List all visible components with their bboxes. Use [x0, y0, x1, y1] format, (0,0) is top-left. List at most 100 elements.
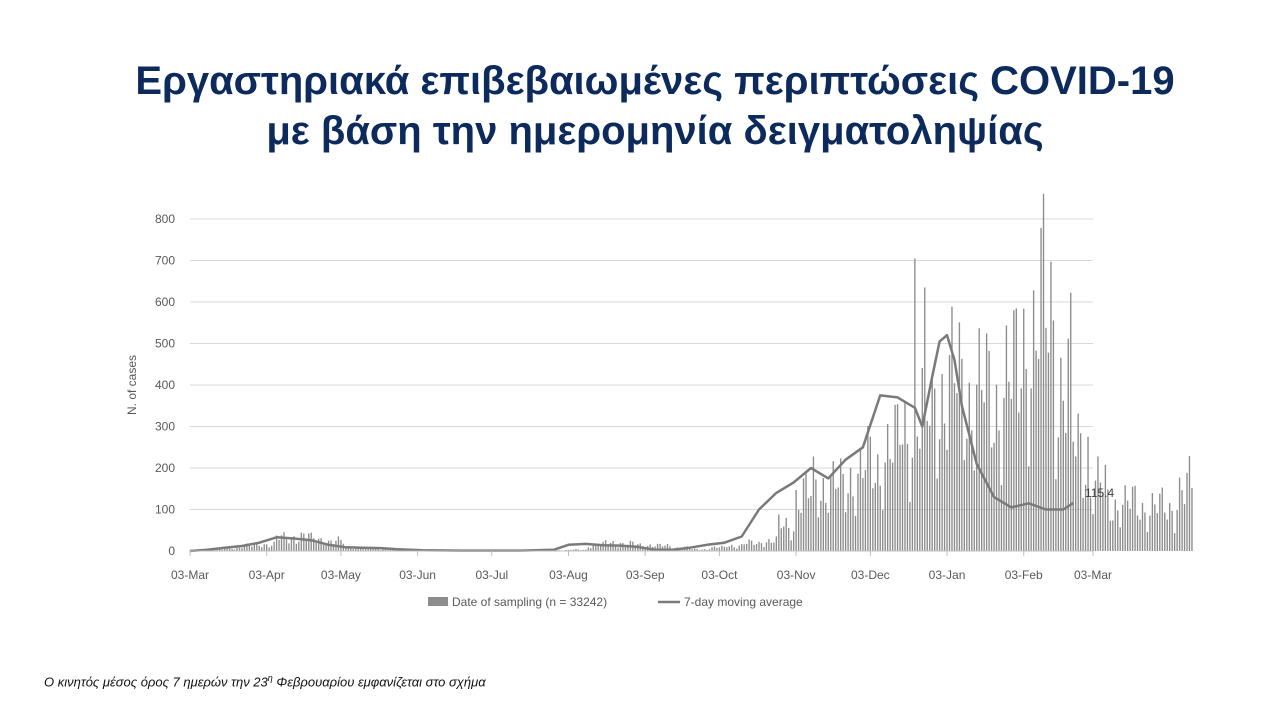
x-tick-label: 03-Nov: [777, 568, 816, 582]
bar: [1171, 510, 1173, 551]
bar: [852, 496, 854, 551]
bar: [1005, 325, 1008, 551]
bar: [872, 488, 874, 551]
bar: [750, 540, 753, 551]
bar: [1057, 437, 1060, 551]
bar: [778, 514, 780, 551]
bar: [896, 404, 899, 551]
bar: [961, 358, 963, 551]
footnote-text-end: Φεβρουαρίου εμφανίζεται στο σχήμα: [272, 674, 486, 690]
bar: [827, 512, 829, 551]
bar: [624, 545, 627, 551]
bar: [985, 333, 988, 551]
bar: [1045, 327, 1047, 551]
bar: [308, 533, 310, 551]
bar: [741, 544, 743, 551]
bar: [1139, 519, 1141, 551]
x-tick-label: 03-Apr: [249, 568, 285, 582]
bar: [731, 544, 733, 551]
title-line-1: Εργαστηριακά επιβεβαιωμένες περιπτώσεις …: [135, 59, 1175, 103]
bar: [221, 549, 223, 551]
x-tick-label: 03-Jul: [475, 568, 508, 582]
bar: [617, 547, 619, 551]
bar: [849, 467, 852, 551]
bar: [1025, 368, 1027, 551]
x-tick-label: 03-Jun: [399, 568, 436, 582]
bar-series: [189, 193, 1193, 551]
bar: [1032, 290, 1035, 551]
bar: [936, 478, 938, 551]
bar: [246, 543, 248, 551]
bar: [313, 538, 315, 551]
bar: [973, 470, 975, 551]
bar: [325, 544, 327, 551]
bar: [1159, 493, 1161, 551]
bar: [802, 478, 805, 551]
bar: [607, 544, 609, 551]
bar: [372, 548, 374, 551]
y-tick-labels: 0 100 200 300 400 500 600 700 800: [155, 212, 175, 558]
bar: [1008, 381, 1010, 551]
bar: [1154, 504, 1156, 551]
bar: [1042, 193, 1045, 551]
bar: [293, 536, 295, 551]
bar: [1136, 515, 1139, 551]
bar: [285, 539, 288, 551]
bar: [1169, 503, 1171, 551]
bar: [256, 544, 258, 551]
bar: [904, 401, 906, 551]
bar: [1112, 520, 1114, 551]
bar: [300, 532, 303, 551]
bar: [874, 482, 876, 551]
bar: [862, 478, 864, 551]
bar: [1109, 520, 1111, 551]
bar: [295, 543, 298, 551]
bar: [597, 545, 599, 551]
bar: [283, 532, 285, 551]
bar: [382, 549, 384, 551]
bar: [844, 512, 847, 551]
bar: [1075, 456, 1077, 551]
bar: [1052, 320, 1055, 551]
bar: [320, 538, 322, 551]
bar: [792, 531, 795, 551]
bar: [1156, 513, 1158, 551]
bar: [1151, 492, 1154, 551]
bar: [577, 549, 580, 551]
bar: [1144, 512, 1146, 551]
footnote-text: Ο κινητός μέσος όρος 7 ημερών την 23: [44, 674, 268, 690]
bar: [1099, 482, 1102, 551]
y-axis-label: N. of cases: [125, 355, 139, 415]
bar: [956, 393, 958, 551]
bar: [820, 500, 822, 551]
bar: [1018, 412, 1020, 551]
bar: [600, 544, 602, 551]
bar: [278, 539, 280, 551]
bar: [664, 545, 666, 551]
bar: [708, 549, 711, 551]
bar: [995, 384, 998, 551]
bar: [337, 536, 340, 551]
bar: [765, 542, 768, 551]
bar: [273, 541, 275, 551]
bar: [1126, 500, 1129, 551]
bar: [1119, 527, 1121, 551]
bar: [595, 543, 597, 551]
bar: [1149, 515, 1151, 551]
bar: [1060, 357, 1062, 551]
last-value-label: 115.4: [1085, 486, 1114, 500]
bar: [275, 535, 278, 551]
bar: [785, 517, 787, 551]
bar: [1166, 519, 1168, 551]
bar: [701, 549, 703, 551]
bar: [805, 471, 807, 551]
bar: [743, 544, 745, 551]
bar: [619, 542, 622, 551]
bar: [305, 538, 307, 551]
y-tick-label: 500: [155, 337, 175, 351]
bar: [666, 543, 669, 551]
bar: [298, 541, 300, 551]
bar: [241, 548, 243, 551]
x-tick-label: 03-Jan: [929, 568, 966, 582]
bar: [976, 384, 978, 551]
